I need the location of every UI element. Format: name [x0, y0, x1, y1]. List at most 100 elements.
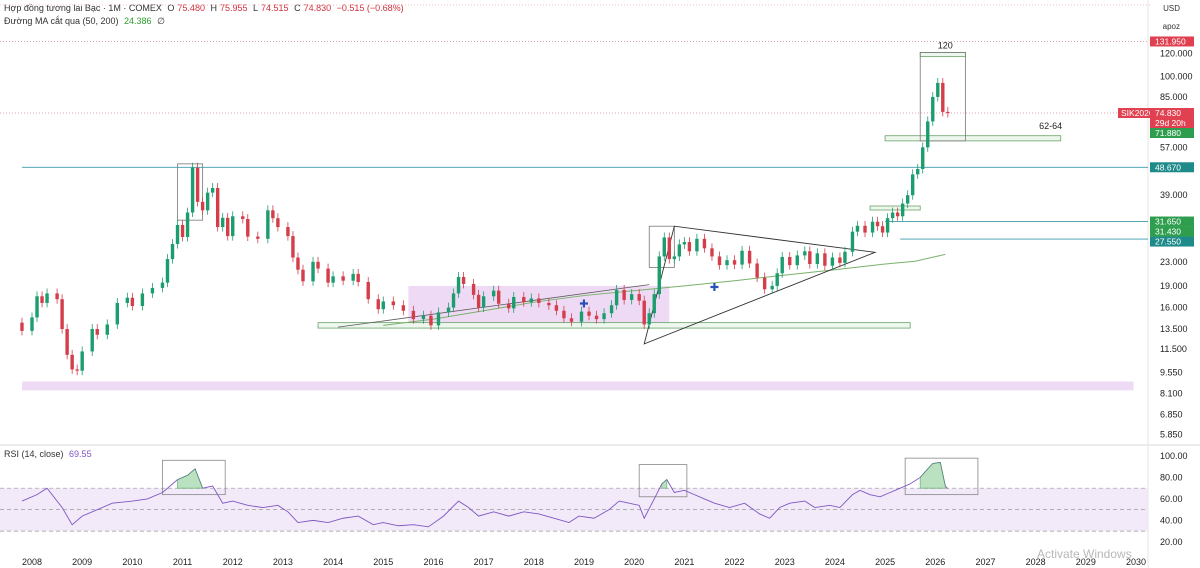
candle-body	[301, 269, 305, 282]
candle-body	[637, 294, 641, 301]
candle-body	[80, 351, 84, 371]
candle-body	[657, 256, 661, 295]
candle-body	[614, 289, 619, 306]
candle-body	[271, 210, 275, 219]
candle-body	[30, 317, 34, 331]
rsi-overbought-fill	[177, 468, 204, 489]
rsi-value: 69.55	[69, 449, 92, 459]
candle-body	[70, 354, 74, 370]
x-tick-label: 2017	[474, 557, 494, 567]
candle-body	[491, 290, 496, 297]
candle-body	[481, 296, 486, 308]
candle-body	[35, 296, 39, 318]
green-zone-4	[919, 51, 966, 58]
candle-body	[642, 300, 646, 325]
x-tick-label: 2022	[725, 557, 745, 567]
candle-body	[180, 224, 185, 237]
candle-body	[921, 147, 925, 170]
candle-body	[411, 310, 416, 320]
candle-body	[60, 299, 64, 330]
candle-body	[205, 192, 210, 211]
candle-body	[185, 212, 190, 237]
candle-body	[421, 315, 426, 320]
candle-body	[140, 293, 145, 307]
y-tick-label: 85.000	[1160, 92, 1188, 102]
candle-body	[356, 273, 360, 282]
x-tick-label: 2009	[72, 557, 92, 567]
y-tick-label: 6.850	[1160, 410, 1183, 420]
candle-body	[529, 298, 534, 303]
x-tick-label: 2025	[875, 557, 895, 567]
annotation-box-6	[177, 163, 204, 221]
candle-body	[931, 96, 935, 122]
candle-body	[507, 303, 511, 309]
currency-label[interactable]: USD	[1163, 4, 1180, 13]
candle-body	[376, 299, 380, 310]
candle-body	[55, 293, 59, 300]
candle-body	[125, 297, 130, 303]
rsi-legend[interactable]: RSI (14, close) 69.55	[4, 449, 95, 459]
candle-body	[875, 221, 880, 227]
price-tag-text: 71.880	[1155, 128, 1181, 138]
candle-body	[579, 311, 584, 322]
candle-body	[916, 169, 920, 175]
candle-body	[830, 257, 835, 266]
price-tag	[1150, 162, 1194, 173]
candle-body	[40, 296, 44, 303]
candle-body	[702, 238, 707, 249]
price-tag-text: 48.670	[1155, 162, 1181, 172]
y-tick-label: 19.000	[1160, 281, 1188, 291]
candle-body	[45, 293, 49, 303]
candle-body	[762, 277, 767, 290]
candle-body	[710, 248, 714, 257]
candle-body	[291, 236, 295, 258]
x-tick-label: 2018	[524, 557, 544, 567]
candle-body	[677, 244, 682, 257]
x-tick-label: 2029	[1076, 557, 1096, 567]
candle-body	[662, 237, 666, 257]
candle-body	[175, 224, 180, 244]
candle-body	[366, 281, 370, 300]
candle-body	[755, 263, 759, 278]
green-zone-3	[884, 135, 1062, 142]
candle-body	[316, 261, 320, 269]
candle-body	[717, 256, 722, 266]
candle-body	[905, 195, 910, 204]
ma-legend[interactable]: Đường MA cắt qua (50, 200) 24.386 ∅	[4, 16, 168, 27]
ma-extra: ∅	[157, 16, 165, 26]
rsi-tick-label: 100.00	[1160, 451, 1188, 461]
y-tick-label: 23.000	[1160, 257, 1188, 267]
candle-body	[870, 221, 875, 233]
rsi-tick-label: 20.00	[1160, 537, 1183, 547]
close-label: C	[294, 3, 301, 13]
candle-body	[341, 276, 345, 281]
rsi-tick-label: 60.00	[1160, 494, 1183, 504]
x-tick-label: 2011	[173, 557, 192, 567]
candle-body	[895, 212, 900, 217]
high-label: H	[210, 3, 217, 13]
cross-marker: ✚	[579, 298, 588, 311]
candle-body	[537, 298, 541, 303]
candle-body	[740, 250, 744, 265]
candle-body	[562, 310, 566, 319]
x-tick-label: 2023	[775, 557, 795, 567]
candle-body	[150, 287, 155, 294]
candle-body	[609, 305, 614, 314]
x-tick-label: 2012	[223, 557, 243, 567]
x-tick-label: 2016	[423, 557, 443, 567]
candle-body	[95, 329, 99, 335]
candle-body	[170, 243, 175, 260]
scale-mode-label[interactable]: apoz	[1162, 22, 1180, 31]
x-tick-label: 2026	[925, 557, 945, 567]
candle-body	[241, 216, 245, 219]
rising-trendline	[338, 284, 650, 328]
rsi-box	[162, 459, 226, 496]
candle-body	[554, 305, 559, 311]
y-tick-label: 100.000	[1160, 71, 1193, 81]
candle-body	[256, 236, 260, 239]
candle-body	[90, 329, 94, 352]
change-value: −0.515 (−0.68%)	[336, 3, 404, 13]
open-label: O	[167, 3, 175, 13]
candle-body	[682, 242, 687, 245]
